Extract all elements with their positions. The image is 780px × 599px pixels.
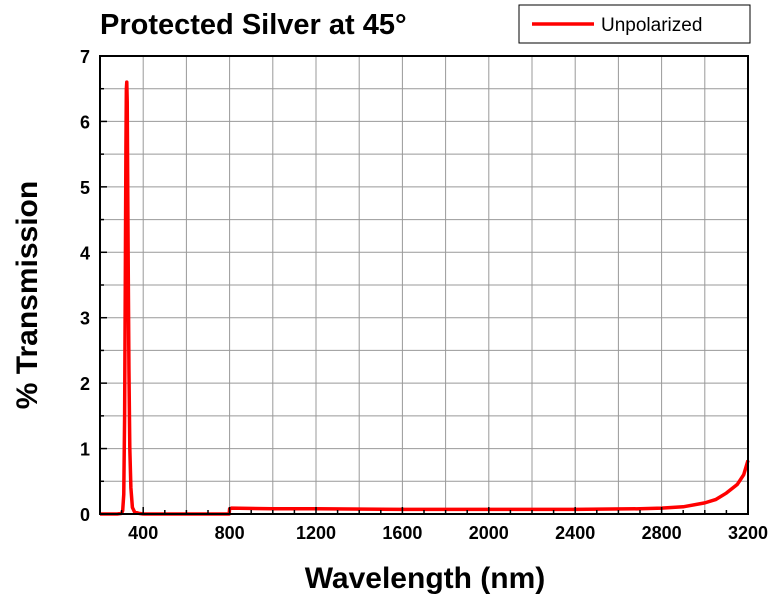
y-tick-label: 5	[80, 178, 90, 198]
legend-label-unpolarized: Unpolarized	[601, 15, 702, 36]
y-tick-label: 1	[80, 440, 90, 460]
chart-title: Protected Silver at 45°	[100, 9, 407, 41]
x-tick-label: 1200	[296, 523, 336, 543]
y-tick-label: 2	[80, 374, 90, 394]
x-tick-label: 400	[128, 523, 158, 543]
x-tick-label: 2800	[642, 523, 682, 543]
y-axis-label: % Transmission	[11, 181, 44, 409]
x-tick-label: 1600	[382, 523, 422, 543]
y-tick-label: 6	[80, 112, 90, 132]
y-tick-label: 3	[80, 309, 90, 329]
tick-labels: 400 800 1200 1600 2000 2400 2800 3200 0 1 2 3 4 5 6 7	[80, 47, 768, 543]
x-axis-label: Wavelength (nm)	[305, 562, 546, 595]
axis-ticks	[99, 55, 749, 515]
y-tick-label: 7	[80, 47, 90, 67]
x-tick-label: 2000	[469, 523, 509, 543]
grid	[100, 56, 748, 514]
x-tick-label: 2400	[555, 523, 595, 543]
x-tick-label: 800	[215, 523, 245, 543]
legend: Unpolarized	[518, 4, 751, 44]
y-tick-label: 4	[80, 243, 90, 263]
y-tick-label: 0	[80, 505, 90, 525]
x-tick-label: 3200	[728, 523, 768, 543]
